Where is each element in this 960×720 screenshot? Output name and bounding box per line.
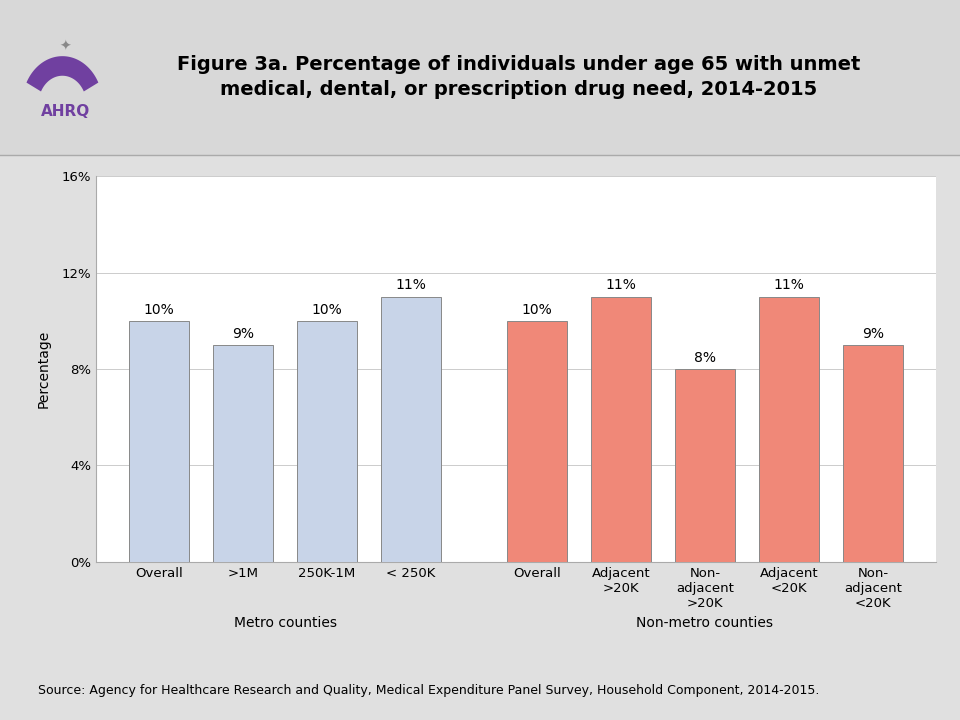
Text: Non-metro counties: Non-metro counties <box>636 616 774 630</box>
Text: Metro counties: Metro counties <box>233 616 337 630</box>
Text: 11%: 11% <box>774 279 804 292</box>
Text: 8%: 8% <box>694 351 716 364</box>
Bar <box>297 321 357 562</box>
Text: 10%: 10% <box>144 302 175 317</box>
Bar <box>129 321 189 562</box>
Bar <box>590 297 651 562</box>
Text: 10%: 10% <box>312 302 343 317</box>
Text: 11%: 11% <box>606 279 636 292</box>
Y-axis label: Percentage: Percentage <box>36 330 51 408</box>
Bar <box>213 345 274 562</box>
Bar <box>843 345 903 562</box>
Text: 10%: 10% <box>521 302 552 317</box>
Bar <box>381 297 442 562</box>
Bar <box>675 369 735 562</box>
Bar <box>758 297 819 562</box>
Text: Figure 3a. Percentage of individuals under age 65 with unmet
medical, dental, or: Figure 3a. Percentage of individuals und… <box>177 55 860 99</box>
Text: 9%: 9% <box>232 327 254 341</box>
Bar <box>507 321 567 562</box>
Text: Source: Agency for Healthcare Research and Quality, Medical Expenditure Panel Su: Source: Agency for Healthcare Research a… <box>38 684 820 697</box>
Text: AHRQ: AHRQ <box>40 104 90 119</box>
Polygon shape <box>27 56 98 91</box>
Text: ✦: ✦ <box>60 40 71 54</box>
Text: 9%: 9% <box>862 327 884 341</box>
Text: 11%: 11% <box>396 279 426 292</box>
